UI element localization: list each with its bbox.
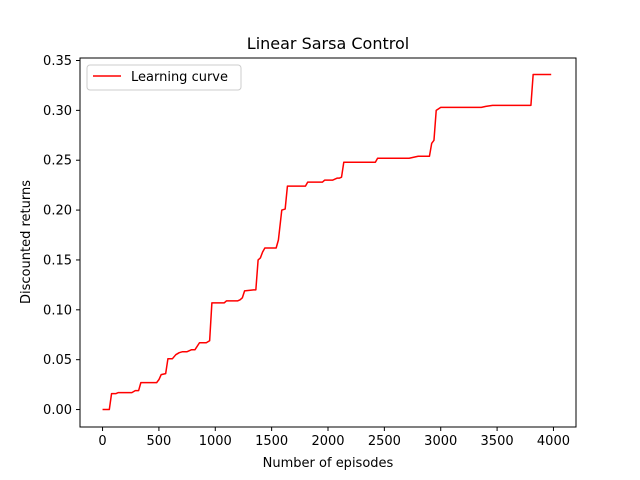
legend-box — [86, 64, 242, 91]
y-tick-label: 0.10 — [43, 303, 72, 318]
x-tick-label: 1000 — [199, 434, 232, 449]
x-axis-ticks: 0 500 1000 1500 2000 2500 3000 3500 4000 — [98, 427, 570, 449]
x-tick-label: 2000 — [311, 434, 344, 449]
x-tick-label: 500 — [146, 434, 171, 449]
y-axis-label: Discounted returns — [19, 180, 34, 304]
x-tick-label: 3500 — [481, 434, 514, 449]
y-tick-label: 0.25 — [43, 154, 72, 169]
legend: Learning curve — [86, 64, 242, 91]
chart-title: Linear Sarsa Control — [247, 34, 409, 53]
y-axis-ticks: 0.00 0.05 0.10 0.15 0.20 0.25 0.30 0.35 — [43, 54, 80, 418]
x-tick-label: 2500 — [368, 434, 401, 449]
y-tick-label: 0.05 — [43, 353, 72, 368]
y-tick-label: 0.20 — [43, 204, 72, 219]
y-tick-label: 0.35 — [43, 54, 72, 69]
y-tick-label: 0.15 — [43, 253, 72, 268]
legend-label-learning-curve: Learning curve — [131, 70, 228, 85]
x-tick-label: 0 — [98, 434, 106, 449]
x-tick-label: 3000 — [424, 434, 457, 449]
x-axis-label: Number of episodes — [263, 456, 394, 471]
x-tick-label: 1500 — [255, 434, 288, 449]
y-tick-label: 0.30 — [43, 104, 72, 119]
series-line-learning-curve — [102, 73, 552, 411]
series-layer — [102, 73, 552, 411]
y-tick-label: 0.00 — [43, 403, 72, 418]
x-tick-label: 4000 — [537, 434, 570, 449]
